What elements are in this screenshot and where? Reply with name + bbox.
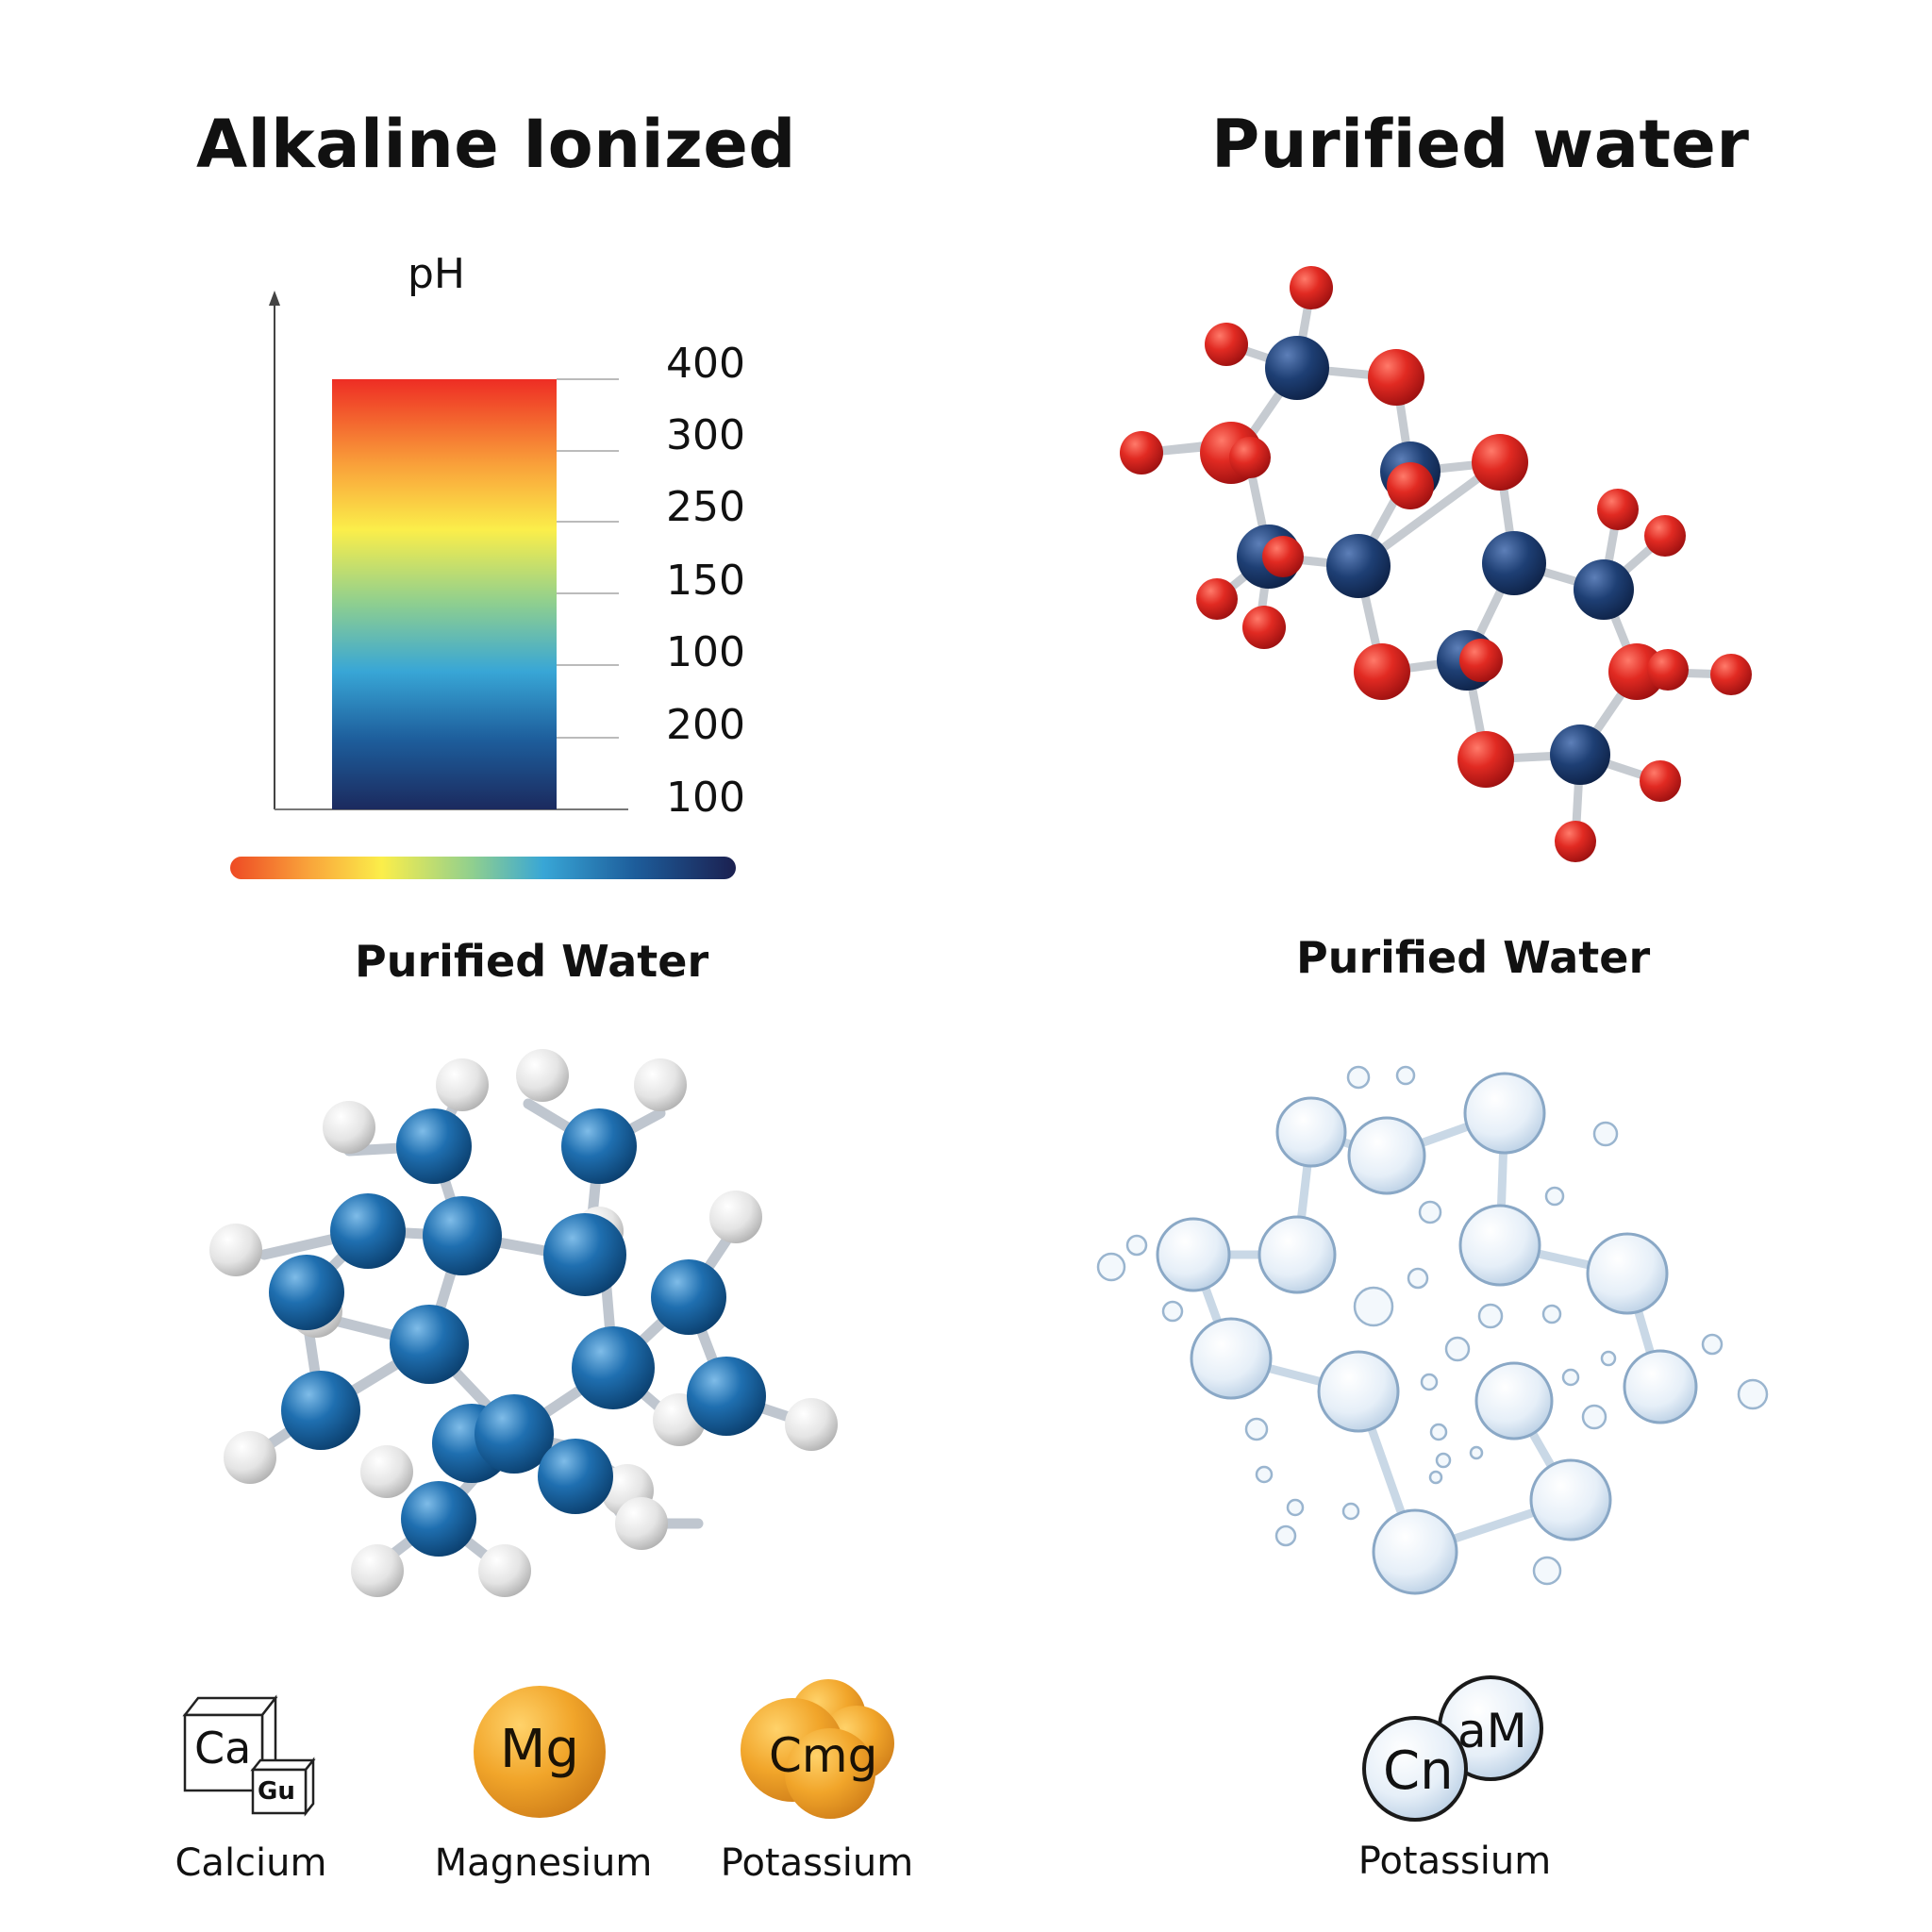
ph-gradient-bar [332, 379, 557, 809]
alkaline-ionized-title: Alkaline Ionized [196, 106, 796, 183]
cmg-symbol: Cmg [769, 1728, 878, 1783]
tick-label: 200 [666, 701, 745, 749]
calcium-label: Calcium [175, 1841, 327, 1885]
gold-sphere-icon [474, 1686, 606, 1818]
small-bubbles [1096, 1065, 1769, 1586]
calcium-inner-symbol: Gu [258, 1777, 295, 1806]
cn-symbol: Cn [1383, 1740, 1454, 1802]
magnesium-symbol: Mg [500, 1719, 579, 1780]
blue-white-molecule [209, 1049, 838, 1597]
y-axis-arrow-icon [269, 291, 280, 306]
calcium-symbol: Ca [194, 1723, 252, 1774]
tick-label: 400 [666, 340, 745, 388]
ph-chart-svg [230, 291, 736, 879]
bubble-atoms [1156, 1072, 1698, 1595]
blue-atoms [269, 1108, 766, 1557]
tick-label: 250 [666, 483, 745, 531]
am-symbol: aM [1457, 1704, 1527, 1758]
potassium-label-right: Potassium [1357, 1840, 1552, 1883]
tick-label: 300 [666, 411, 745, 459]
red-atoms [1120, 266, 1752, 862]
ph-color-strip [230, 857, 736, 879]
purified-water-title: Purified water [1211, 106, 1750, 183]
tick-lines [557, 378, 619, 739]
tick-label: 100 [666, 774, 745, 822]
bubble-molecule [1096, 1065, 1769, 1595]
purified-water-subtitle-left: Purified Water [355, 936, 709, 987]
ph-axis-label: pH [408, 250, 466, 298]
gold-cluster-icon [741, 1679, 894, 1819]
bubble-pair-icon [1362, 1675, 1543, 1822]
potassium-label-left: Potassium [720, 1841, 914, 1885]
magnesium-label: Magnesium [434, 1841, 653, 1885]
purified-water-subtitle-right: Purified Water [1296, 932, 1651, 983]
blue-molecule-bonds [244, 1093, 817, 1576]
ph-chart [0, 0, 943, 906]
tick-label: 150 [666, 557, 745, 605]
molecule-bonds [1137, 283, 1736, 846]
tick-label: 100 [666, 628, 745, 676]
cube-icon [182, 1694, 316, 1817]
